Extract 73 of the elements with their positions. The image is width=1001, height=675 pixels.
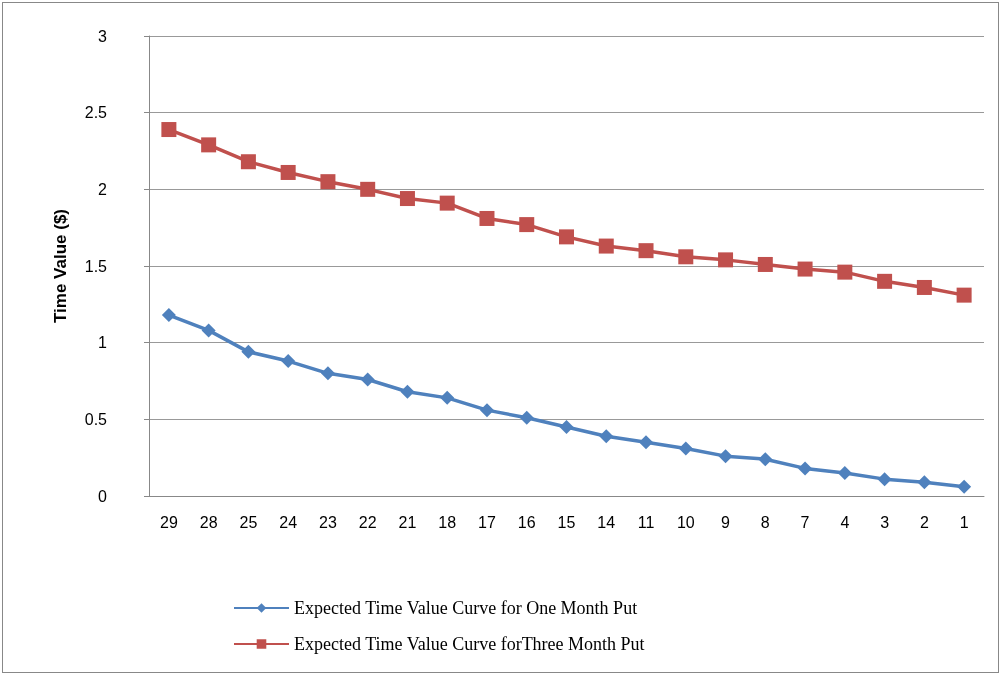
y-tick-label: 0.5 bbox=[84, 410, 108, 428]
point bbox=[798, 461, 813, 476]
point bbox=[479, 403, 494, 418]
x-tick-label: 4 bbox=[840, 513, 850, 531]
point bbox=[161, 308, 176, 323]
x-tick-label: 2 bbox=[919, 513, 929, 531]
point bbox=[916, 279, 932, 295]
point bbox=[837, 466, 852, 480]
x-tick-label: 18 bbox=[438, 513, 457, 531]
point bbox=[877, 472, 892, 487]
point bbox=[320, 366, 335, 381]
point bbox=[201, 323, 216, 338]
point bbox=[638, 243, 654, 259]
y-tick-label: 1.5 bbox=[84, 257, 108, 275]
point bbox=[956, 287, 972, 303]
point bbox=[439, 195, 455, 211]
x-tick-label: 16 bbox=[517, 513, 536, 531]
x-tick-label: 29 bbox=[159, 513, 178, 531]
point bbox=[877, 273, 893, 289]
point bbox=[400, 384, 415, 399]
x-tick-label: 22 bbox=[358, 513, 377, 531]
point bbox=[440, 390, 455, 405]
legend-label: Expected Time Value Curve for One Month Put bbox=[294, 598, 638, 618]
x-tick-label: 28 bbox=[199, 513, 218, 531]
x-tick-label: 7 bbox=[800, 513, 810, 531]
point bbox=[678, 441, 693, 456]
x-tick-label: 17 bbox=[478, 513, 496, 531]
point bbox=[559, 420, 574, 434]
point bbox=[718, 252, 734, 268]
x-tick-label: 14 bbox=[597, 513, 616, 531]
y-tick-label: 3 bbox=[98, 27, 108, 45]
point bbox=[519, 410, 534, 425]
y-tick-label: 2 bbox=[98, 180, 108, 198]
x-tick-label: 11 bbox=[637, 513, 655, 531]
point bbox=[757, 256, 773, 272]
point bbox=[678, 249, 694, 265]
x-tick-label: 23 bbox=[319, 513, 337, 531]
x-tick-label: 10 bbox=[676, 513, 695, 531]
point bbox=[360, 181, 376, 197]
y-tick-label: 2.5 bbox=[84, 104, 108, 122]
point bbox=[917, 475, 932, 490]
point bbox=[280, 164, 296, 180]
point bbox=[639, 435, 654, 450]
point bbox=[797, 261, 813, 277]
x-tick-label: 21 bbox=[398, 513, 417, 531]
point bbox=[718, 449, 733, 464]
x-tick-label: 8 bbox=[760, 513, 770, 531]
point bbox=[201, 137, 217, 153]
point bbox=[519, 217, 535, 233]
point bbox=[599, 429, 614, 444]
y-tick-label: 0 bbox=[98, 487, 108, 505]
point bbox=[281, 354, 296, 369]
point bbox=[241, 344, 256, 359]
point bbox=[957, 479, 972, 494]
point bbox=[479, 210, 495, 226]
x-tick-label: 1 bbox=[959, 513, 969, 531]
y-tick-label: 1 bbox=[98, 334, 108, 352]
x-tick-label: 25 bbox=[239, 513, 258, 531]
point bbox=[559, 229, 574, 245]
y-axis-title: Time Value ($) bbox=[51, 208, 70, 324]
point bbox=[161, 122, 177, 138]
x-tick-label: 24 bbox=[279, 513, 298, 531]
point bbox=[320, 174, 336, 190]
legend-label: Expected Time Value Curve forThree Month Put bbox=[294, 634, 645, 654]
x-tick-label: 3 bbox=[880, 513, 890, 531]
point bbox=[837, 264, 853, 280]
x-tick-label: 15 bbox=[557, 513, 576, 531]
x-tick-label: 9 bbox=[721, 513, 731, 531]
point bbox=[360, 372, 375, 387]
point bbox=[758, 452, 773, 467]
point bbox=[240, 154, 256, 170]
point bbox=[399, 191, 415, 207]
point bbox=[598, 238, 614, 254]
